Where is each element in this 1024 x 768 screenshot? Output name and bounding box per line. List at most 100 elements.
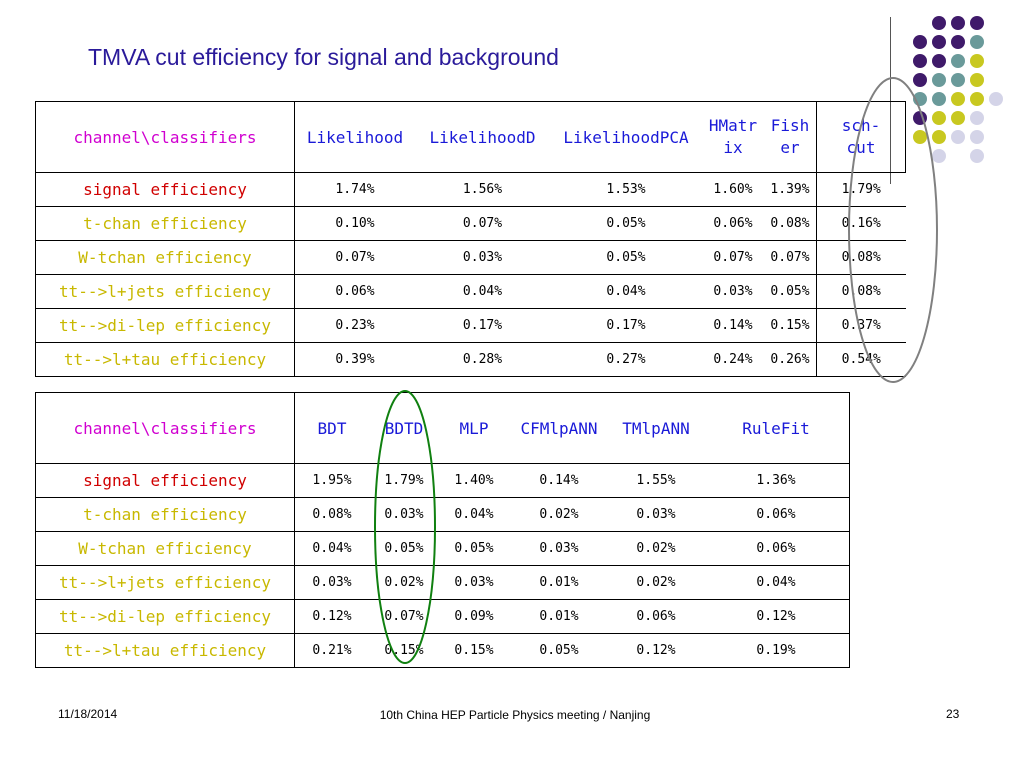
table-row: W-tchan efficiency 0.04% 0.05% 0.05% 0.03% 0.… — [35, 531, 850, 566]
table-cell: 1.36% — [703, 463, 850, 498]
decorative-dot — [913, 73, 927, 87]
row-label: tt-->di-lep efficiency — [35, 308, 295, 343]
table-cell: 0.07% — [764, 240, 817, 275]
row-label: tt-->l+jets efficiency — [35, 274, 295, 309]
table-cell: 0.12% — [609, 633, 703, 668]
table-cell: 0.03% — [294, 565, 369, 600]
efficiency-table-1: channel\classifiers Likelihood Likelihoo… — [35, 101, 906, 377]
table-cell: 0.05% — [509, 633, 609, 668]
decorative-dot — [932, 16, 946, 30]
table-cell: 0.03% — [439, 565, 509, 600]
decorative-dot — [951, 35, 965, 49]
table-cell: 0.10% — [294, 206, 415, 241]
decorative-dot — [970, 130, 984, 144]
table-cell: 0.01% — [509, 565, 609, 600]
table-header-row: channel\classifiers Likelihood Likelihoo… — [35, 101, 906, 173]
table-cell: 0.01% — [509, 599, 609, 634]
table-row: t-chan efficiency 0.10% 0.07% 0.05% 0.06% 0.0… — [35, 206, 906, 241]
decorative-dot — [970, 16, 984, 30]
table-cell: 0.37% — [816, 308, 906, 343]
table-cell: 0.06% — [609, 599, 703, 634]
row-label: t-chan efficiency — [35, 206, 295, 241]
row-label: tt-->di-lep efficiency — [35, 599, 295, 634]
table-cell: 0.07% — [415, 206, 550, 241]
row-label: W-tchan efficiency — [35, 531, 295, 566]
row-label: signal efficiency — [35, 463, 295, 498]
decorative-dot — [951, 92, 965, 106]
decorative-dot — [913, 111, 927, 125]
decorative-dot — [913, 54, 927, 68]
header-bdtd: BDTD — [369, 392, 439, 464]
table-header-row: channel\classifiers BDT BDTD MLP CFMlpAN… — [35, 392, 850, 464]
row-label: tt-->l+jets efficiency — [35, 565, 295, 600]
table-cell: 0.23% — [294, 308, 415, 343]
table-cell: 0.05% — [764, 274, 817, 309]
table-cell: 0.08% — [294, 497, 369, 532]
decorative-dot — [951, 54, 965, 68]
table-row: W-tchan efficiency 0.07% 0.03% 0.05% 0.07% 0.… — [35, 240, 906, 275]
table-cell: 0.02% — [509, 497, 609, 532]
corner-header: channel\classifiers — [35, 101, 295, 173]
decorative-dot — [951, 111, 965, 125]
table-cell: 0.04% — [550, 274, 702, 309]
footer-date: 11/18/2014 — [58, 707, 118, 721]
table-cell: 0.04% — [439, 497, 509, 532]
table-cell: 1.74% — [294, 172, 415, 207]
decorative-dot — [951, 130, 965, 144]
table-cell: 0.06% — [703, 531, 850, 566]
decorative-dot — [970, 35, 984, 49]
decorative-dot — [951, 16, 965, 30]
decorative-dot — [970, 54, 984, 68]
decorative-dot — [970, 73, 984, 87]
footer-meeting: 10th China HEP Particle Physics meeting … — [379, 708, 651, 722]
table-cell: 0.04% — [703, 565, 850, 600]
table-cell: 0.04% — [294, 531, 369, 566]
decorative-dot — [932, 92, 946, 106]
table-cell: 0.16% — [816, 206, 906, 241]
header-tmlpann: TMlpANN — [609, 392, 703, 464]
table-row: signal efficiency 1.74% 1.56% 1.53% 1.60% 1.3… — [35, 172, 906, 207]
decorative-dot — [932, 54, 946, 68]
header-likelihoodd: LikelihoodD — [415, 101, 550, 173]
header-likelihood: Likelihood — [294, 101, 415, 173]
table-cell: 0.05% — [550, 206, 702, 241]
table-cell: 0.15% — [369, 633, 439, 668]
table-cell: 1.60% — [702, 172, 764, 207]
table-row: signal efficiency 1.95% 1.79% 1.40% 0.14% 1.5… — [35, 463, 850, 498]
table-cell: 1.79% — [369, 463, 439, 498]
table-cell: 0.05% — [369, 531, 439, 566]
header-rulefit: RuleFit — [703, 392, 850, 464]
table-cell: 0.06% — [294, 274, 415, 309]
slide-title: TMVA cut efficiency for signal and backg… — [88, 44, 559, 70]
table-cell: 0.07% — [702, 240, 764, 275]
decorative-dot — [951, 73, 965, 87]
footer-page-number: 23 — [946, 707, 960, 721]
table-cell: 0.07% — [294, 240, 415, 275]
row-label: W-tchan efficiency — [35, 240, 295, 275]
table-row: tt-->di-lep efficiency 0.12% 0.07% 0.09% 0.0… — [35, 599, 850, 634]
decorative-dot — [913, 130, 927, 144]
decorative-dot — [932, 130, 946, 144]
table-cell: 0.12% — [294, 599, 369, 634]
decorative-dot — [970, 149, 984, 163]
table-cell: 0.03% — [369, 497, 439, 532]
decorative-dot — [932, 35, 946, 49]
table-cell: 1.55% — [609, 463, 703, 498]
table-cell: 0.03% — [702, 274, 764, 309]
table-row: tt-->di-lep efficiency 0.23% 0.17% 0.17% 0.1… — [35, 308, 906, 343]
table-cell: 0.05% — [439, 531, 509, 566]
decorative-dot — [913, 35, 927, 49]
table-cell: 1.53% — [550, 172, 702, 207]
decorative-dot — [989, 92, 1003, 106]
table-cell: 0.17% — [550, 308, 702, 343]
table-cell: 0.17% — [415, 308, 550, 343]
header-bdt: BDT — [294, 392, 369, 464]
table-cell: 0.03% — [609, 497, 703, 532]
table-cell: 0.14% — [509, 463, 609, 498]
table-cell: 1.56% — [415, 172, 550, 207]
table-cell: 0.28% — [415, 342, 550, 377]
table-cell: 0.02% — [609, 565, 703, 600]
table-cell: 0.08% — [816, 274, 906, 309]
table-cell: 0.21% — [294, 633, 369, 668]
table-cell: 0.24% — [702, 342, 764, 377]
